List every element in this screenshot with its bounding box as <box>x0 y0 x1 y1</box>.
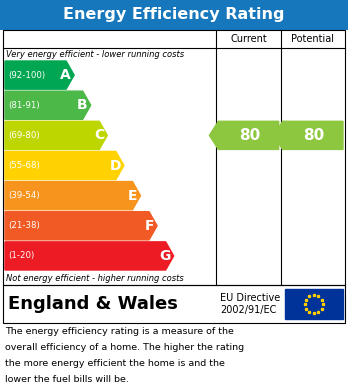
Text: (55-68): (55-68) <box>8 161 40 170</box>
Text: E: E <box>128 188 137 203</box>
Text: 80: 80 <box>303 128 324 143</box>
Text: 2002/91/EC: 2002/91/EC <box>220 305 277 315</box>
Text: EU Directive: EU Directive <box>220 293 280 303</box>
Polygon shape <box>5 61 74 89</box>
Text: (92-100): (92-100) <box>8 70 45 80</box>
Text: Current: Current <box>230 34 267 44</box>
Text: B: B <box>77 98 88 112</box>
Polygon shape <box>5 242 174 270</box>
Text: Not energy efficient - higher running costs: Not energy efficient - higher running co… <box>6 274 184 283</box>
Text: G: G <box>159 249 171 263</box>
Polygon shape <box>5 212 157 240</box>
Polygon shape <box>209 121 279 149</box>
Bar <box>0 0 348 30</box>
Text: the more energy efficient the home is and the: the more energy efficient the home is an… <box>5 359 225 368</box>
Text: (69-80): (69-80) <box>8 131 40 140</box>
Text: Very energy efficient - lower running costs: Very energy efficient - lower running co… <box>6 50 184 59</box>
Text: Potential: Potential <box>291 34 334 44</box>
Polygon shape <box>5 121 107 149</box>
Text: overall efficiency of a home. The higher the rating: overall efficiency of a home. The higher… <box>5 343 244 352</box>
Text: 80: 80 <box>239 128 260 143</box>
Text: (21-38): (21-38) <box>8 221 40 230</box>
Text: A: A <box>60 68 71 82</box>
Text: C: C <box>94 128 104 142</box>
Polygon shape <box>274 121 343 149</box>
Bar <box>3 285 345 323</box>
Text: (1-20): (1-20) <box>8 251 34 260</box>
Text: Energy Efficiency Rating: Energy Efficiency Rating <box>63 7 285 23</box>
Bar <box>285 289 343 319</box>
Text: lower the fuel bills will be.: lower the fuel bills will be. <box>5 375 129 384</box>
Text: (81-91): (81-91) <box>8 101 40 110</box>
Text: The energy efficiency rating is a measure of the: The energy efficiency rating is a measur… <box>5 327 234 336</box>
Text: D: D <box>109 158 121 172</box>
Text: England & Wales: England & Wales <box>8 295 178 313</box>
Bar <box>3 30 345 285</box>
Text: F: F <box>144 219 154 233</box>
Polygon shape <box>5 151 124 179</box>
Polygon shape <box>5 181 141 210</box>
Polygon shape <box>5 91 91 119</box>
Text: (39-54): (39-54) <box>8 191 40 200</box>
